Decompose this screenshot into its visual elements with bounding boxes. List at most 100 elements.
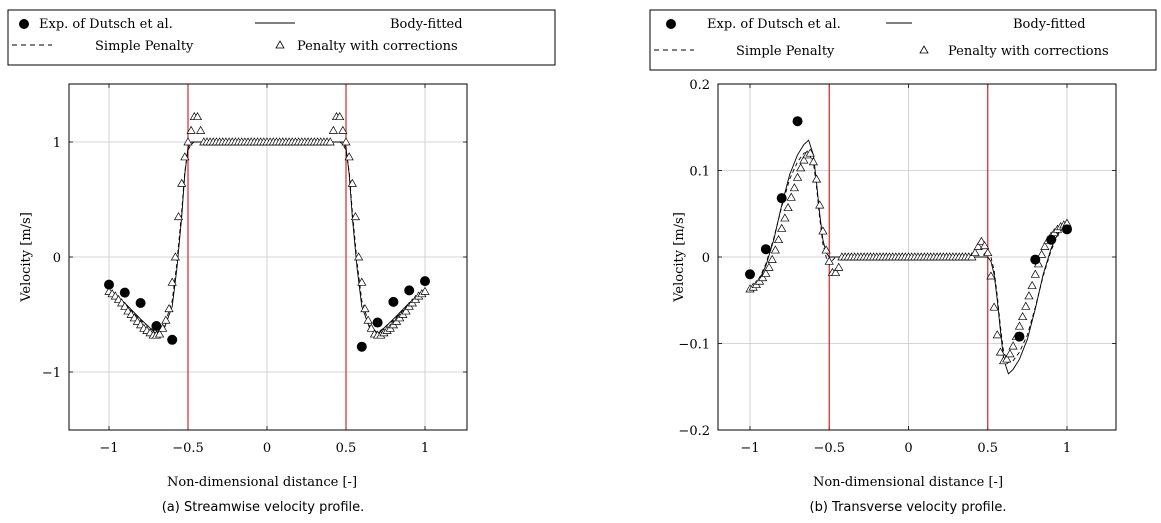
- y-tick-label: 1: [53, 136, 61, 151]
- marker-penalty-with-corrections: [995, 347, 1006, 356]
- marker-penalty-with-corrections: [338, 125, 348, 134]
- marker-penalty-with-corrections: [808, 157, 819, 166]
- x-tick-label: 1: [1063, 441, 1071, 456]
- plot-area: [104, 111, 430, 339]
- marker-penalty-with-corrections: [120, 301, 130, 310]
- marker-penalty-with-corrections: [154, 329, 165, 338]
- legend-label-body-fitted: Body-fitted: [390, 17, 463, 32]
- marker-experiment: [404, 285, 415, 296]
- marker-penalty-with-corrections: [799, 155, 809, 164]
- y-axis-label: Velocity [m/s]: [19, 212, 34, 303]
- marker-penalty-with-corrections: [360, 304, 370, 313]
- marker-penalty-with-corrections: [811, 174, 822, 183]
- chart-panel-b: −1 −0.5 0 0.5 1 −0.2 −0.1 0 0.1 0.2 Non-dimensiona…: [649, 9, 1157, 515]
- marker-penalty-with-corrections: [821, 245, 831, 254]
- x-tick-label: 1: [421, 441, 429, 456]
- x-tick-label: 0.5: [336, 441, 357, 456]
- plot-area: [745, 139, 1072, 375]
- marker-penalty-with-corrections: [1008, 341, 1018, 350]
- x-tick-label: 0.5: [977, 441, 998, 456]
- marker-experiment: [135, 298, 146, 308]
- marker-penalty-with-corrections: [170, 252, 180, 261]
- y-axis-label: Velocity [m/s]: [672, 212, 687, 303]
- marker-penalty-with-corrections: [767, 254, 777, 263]
- marker-penalty-with-corrections: [347, 178, 357, 187]
- marker-penalty-with-corrections: [805, 148, 815, 157]
- marker-penalty-with-corrections: [758, 273, 768, 282]
- legend-label-body-fitted: Body-fitted: [1013, 17, 1086, 32]
- marker-penalty-with-corrections: [196, 125, 206, 134]
- marker-penalty-with-corrections: [818, 226, 828, 235]
- marker-penalty-with-corrections: [824, 256, 834, 265]
- marker-experiment: [1062, 224, 1072, 235]
- marker-penalty-with-corrections: [786, 192, 796, 201]
- marker-penalty-with-corrections: [401, 306, 411, 315]
- marker-penalty-with-corrections: [989, 302, 999, 311]
- figure-caption: (b) Transverse velocity profile.: [810, 500, 1007, 515]
- marker-penalty-with-corrections: [1027, 280, 1037, 289]
- legend-label-simple-penalty: Simple Penalty: [736, 44, 835, 59]
- marker-penalty-with-corrections: [344, 152, 354, 161]
- marker-penalty-with-corrections: [815, 200, 825, 209]
- marker-penalty-with-corrections: [773, 234, 784, 244]
- marker-penalty-with-corrections: [761, 268, 771, 277]
- marker-penalty-with-corrections: [789, 183, 799, 192]
- chart-panel-a: −1 −0.5 0 0.5 1 −1 0 1 Non-dimensional distance …: [7, 9, 556, 515]
- x-axis-label: Non-dimensional distance [-]: [167, 475, 357, 490]
- x-tick-label: −0.5: [813, 441, 845, 456]
- legend-marker-experiment: [19, 19, 29, 29]
- marker-penalty-with-corrections: [1018, 311, 1028, 321]
- marker-experiment: [119, 287, 130, 298]
- marker-penalty-with-corrections: [1002, 354, 1012, 363]
- marker-penalty-with-corrections: [354, 252, 364, 261]
- y-tick-label: 0.1: [689, 165, 710, 180]
- marker-penalty-with-corrections: [1024, 291, 1034, 300]
- marker-penalty-with-corrections: [173, 212, 184, 221]
- legend-marker-penalty-corrections: [275, 40, 285, 49]
- marker-penalty-with-corrections: [983, 247, 993, 257]
- legend-label-penalty-corrections: Penalty with corrections: [297, 39, 458, 54]
- plot-frame: [68, 83, 468, 431]
- marker-penalty-with-corrections: [1021, 301, 1031, 310]
- marker-penalty-with-corrections: [177, 178, 187, 187]
- marker-experiment: [1014, 331, 1025, 342]
- marker-experiment: [1030, 254, 1041, 265]
- marker-penalty-with-corrections: [770, 245, 780, 254]
- marker-penalty-with-corrections: [783, 202, 793, 212]
- x-tick-label: −1: [740, 441, 759, 456]
- marker-experiment: [372, 317, 383, 328]
- marker-penalty-with-corrections: [973, 241, 983, 250]
- legend-label-simple-penalty: Simple Penalty: [95, 39, 194, 54]
- legend-marker-penalty-corrections: [919, 45, 929, 54]
- marker-penalty-with-corrections: [1037, 249, 1047, 258]
- marker-penalty-with-corrections: [366, 323, 376, 332]
- x-tick-label: 0: [263, 441, 271, 456]
- marker-penalty-with-corrections: [830, 267, 841, 276]
- y-tick-label: −0.2: [678, 424, 710, 439]
- marker-experiment: [745, 269, 755, 280]
- marker-penalty-with-corrections: [420, 286, 430, 295]
- legend-label-experiment: Exp. of Dutsch et al.: [707, 17, 841, 32]
- marker-experiment: [104, 279, 114, 290]
- legend-label-penalty-corrections: Penalty with corrections: [948, 44, 1109, 59]
- marker-penalty-with-corrections: [780, 213, 790, 222]
- marker-penalty-with-corrections: [328, 125, 338, 134]
- marker-penalty-with-corrections: [335, 111, 345, 121]
- marker-penalty-with-corrections: [164, 304, 174, 313]
- marker-experiment: [1046, 234, 1057, 245]
- marker-experiment: [776, 193, 787, 204]
- legend: Exp. of Dutsch et al. Body-fitted Simple P…: [7, 9, 556, 66]
- marker-penalty-with-corrections: [777, 223, 787, 232]
- figure-caption: (a) Streamwise velocity profile.: [162, 500, 365, 515]
- marker-penalty-with-corrections: [192, 111, 203, 121]
- marker-experiment: [420, 276, 430, 287]
- legend-label-experiment: Exp. of Dutsch et al.: [39, 17, 173, 32]
- marker-penalty-with-corrections: [764, 262, 774, 271]
- marker-experiment: [760, 244, 771, 255]
- y-tick-label: −1: [42, 366, 61, 381]
- marker-penalty-with-corrections: [986, 271, 996, 280]
- marker-penalty-with-corrections: [976, 236, 987, 245]
- x-axis-label: Non-dimensional distance [-]: [813, 475, 1003, 490]
- marker-penalty-with-corrections: [1030, 269, 1040, 278]
- marker-penalty-with-corrections: [350, 212, 361, 221]
